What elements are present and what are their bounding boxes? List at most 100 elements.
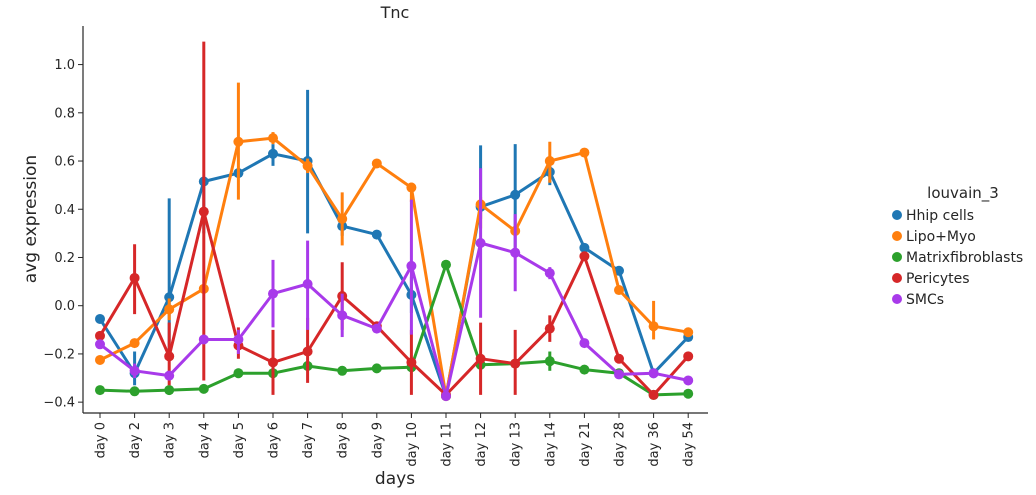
y-axis-title: avg expression xyxy=(21,155,41,283)
chart-title: Tnc xyxy=(380,3,410,22)
data-point xyxy=(683,375,694,386)
x-tick-label: day 7 xyxy=(301,422,316,458)
data-point xyxy=(233,334,244,345)
x-tick-label: day 5 xyxy=(232,422,247,458)
legend-marker xyxy=(892,231,902,241)
legend-label: Matrixfibroblasts xyxy=(906,250,1023,266)
data-point xyxy=(441,259,451,270)
data-point xyxy=(164,385,175,396)
legend-marker xyxy=(892,252,902,262)
y-tick-label: 0.2 xyxy=(54,251,75,266)
x-tick-label: day 11 xyxy=(440,422,455,467)
y-tick-label: 0.8 xyxy=(54,106,75,121)
data-point xyxy=(371,229,382,240)
data-point xyxy=(164,304,175,315)
data-point xyxy=(164,370,175,381)
data-point xyxy=(614,265,624,276)
data-point xyxy=(95,385,105,396)
series-matrixfibroblasts xyxy=(95,259,694,400)
legend-marker xyxy=(892,294,902,304)
series-line xyxy=(98,152,690,398)
data-point xyxy=(95,330,105,341)
legend-title: louvain_3 xyxy=(927,184,999,203)
series-pericytes xyxy=(95,41,694,400)
x-tick-label: day 21 xyxy=(578,422,593,467)
data-point xyxy=(268,357,278,368)
data-point xyxy=(510,247,521,258)
series-hhip-cells xyxy=(95,89,694,402)
data-point xyxy=(406,260,417,271)
data-point xyxy=(614,353,624,364)
x-tick-label: day 10 xyxy=(405,422,420,467)
legend-label: Hhip cells xyxy=(906,208,974,224)
data-point xyxy=(371,158,382,169)
data-point xyxy=(129,386,140,397)
data-point xyxy=(129,365,140,376)
data-point xyxy=(233,368,244,379)
x-tick-label: day 3 xyxy=(163,422,178,458)
data-point xyxy=(475,238,486,249)
data-point xyxy=(579,251,590,262)
data-point xyxy=(198,206,209,217)
series-line xyxy=(99,263,689,397)
data-point xyxy=(268,148,278,159)
x-tick-label: day 2 xyxy=(128,422,143,458)
series-lipo-myo xyxy=(95,82,694,402)
data-point xyxy=(544,268,555,279)
data-point xyxy=(198,383,209,394)
x-tick-label: day 14 xyxy=(543,422,558,467)
data-point xyxy=(337,310,348,321)
data-point xyxy=(683,327,694,338)
data-point xyxy=(406,182,417,193)
data-point xyxy=(302,279,313,289)
data-point xyxy=(579,364,590,375)
series-line xyxy=(99,241,689,398)
data-point xyxy=(337,213,348,224)
data-point xyxy=(614,369,624,380)
y-tick-label: 0.6 xyxy=(54,155,75,170)
data-point xyxy=(579,147,590,158)
legend: louvain_3 Hhip cells Lipo+Myo Matrixfibrob… xyxy=(892,184,1023,308)
legend-label: Lipo+Myo xyxy=(906,229,976,245)
x-tick-label: day 36 xyxy=(647,422,662,467)
data-point xyxy=(268,133,278,144)
x-tick-label: day 28 xyxy=(613,422,628,467)
data-point xyxy=(302,160,313,171)
x-tick-label: day 9 xyxy=(370,422,385,458)
series-line xyxy=(99,136,689,398)
data-point xyxy=(268,288,278,299)
legend-label: Pericytes xyxy=(906,271,970,287)
x-tick-label: day 54 xyxy=(682,422,697,467)
data-point xyxy=(441,391,451,402)
x-axis-title: days xyxy=(375,469,415,489)
y-tick-label: 1.0 xyxy=(54,58,75,73)
x-tick-label: day 4 xyxy=(197,422,212,458)
data-point xyxy=(648,321,659,332)
data-point xyxy=(544,323,555,334)
x-tick-label: day 12 xyxy=(474,422,489,467)
data-point xyxy=(164,292,175,303)
legend-label: SMCs xyxy=(906,292,944,308)
y-tick-label: −0.4 xyxy=(43,396,75,411)
data-point xyxy=(233,136,244,147)
data-point xyxy=(302,346,313,357)
data-point xyxy=(95,339,105,350)
data-point xyxy=(683,351,694,362)
y-tick-label: 0.4 xyxy=(54,203,75,218)
data-point xyxy=(579,338,590,349)
y-tick-label: 0.0 xyxy=(54,299,75,314)
x-tick-label: day 6 xyxy=(267,422,282,458)
data-point xyxy=(95,313,105,324)
data-point xyxy=(648,389,659,400)
series-line xyxy=(98,210,690,397)
legend-marker xyxy=(892,210,902,220)
axes: −0.4 −0.2 0.0 0.2 0.4 0.6 0.8 1.0 day 0 day 2 day … xyxy=(43,26,708,467)
data-point xyxy=(648,368,659,379)
data-point xyxy=(510,189,521,200)
series-smcs xyxy=(95,168,694,402)
data-point xyxy=(129,338,140,349)
data-point xyxy=(95,354,105,365)
data-point xyxy=(544,356,555,367)
data-point xyxy=(337,365,348,376)
